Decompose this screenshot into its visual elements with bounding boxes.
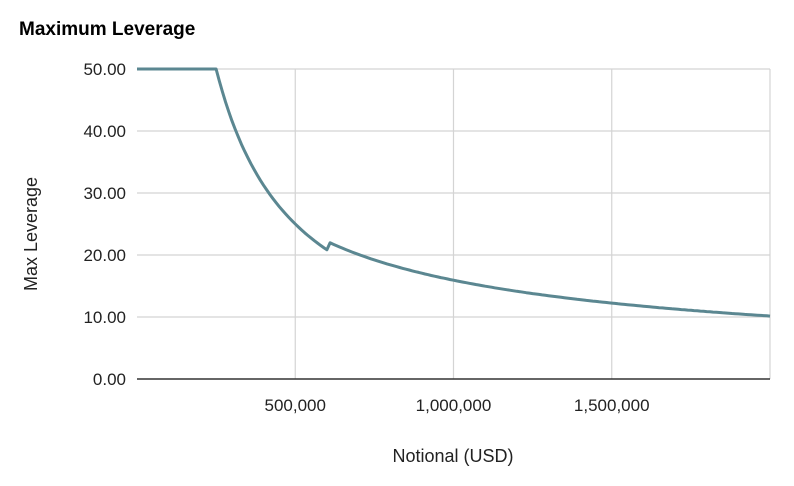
y-tick-label: 40.00 [83,122,126,141]
grid-lines [137,68,771,379]
x-tick-label: 500,000 [265,396,326,415]
y-tick-labels: 0.00 10.00 20.00 30.00 40.00 50.00 [83,60,126,389]
x-tick-label: 1,000,000 [416,396,492,415]
x-tick-labels: 500,000 1,000,000 1,500,000 [265,396,650,415]
x-axis-label: Notional (USD) [392,446,513,466]
y-axis-label: Max Leverage [21,177,41,291]
series-line [137,67,771,318]
y-tick-label: 20.00 [83,246,126,265]
chart-title: Maximum Leverage [19,19,196,40]
y-tick-label: 30.00 [83,184,126,203]
x-tick-label: 1,500,000 [574,396,650,415]
y-tick-label: 0.00 [93,370,126,389]
y-tick-label: 10.00 [83,308,126,327]
y-tick-label: 50.00 [83,60,126,79]
